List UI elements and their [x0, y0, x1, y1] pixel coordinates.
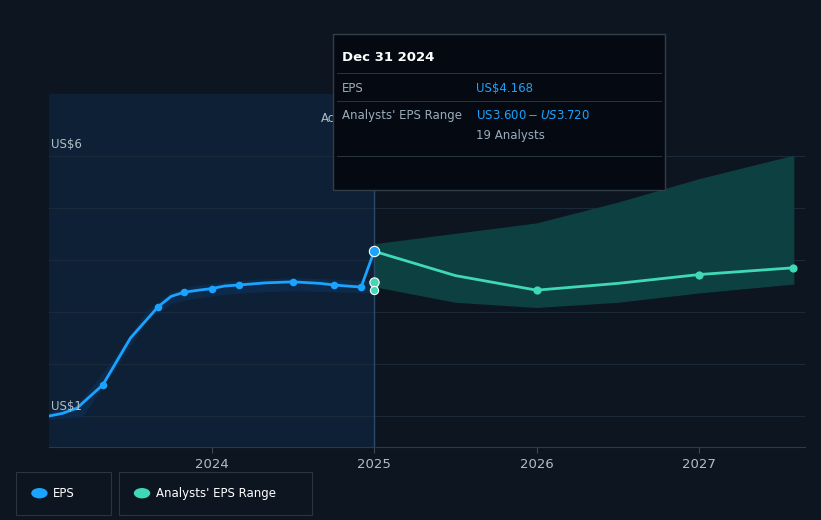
Text: US$4.168: US$4.168: [476, 82, 533, 95]
Point: [355, 283, 368, 291]
Point: [232, 281, 245, 289]
Point: [152, 303, 165, 311]
Point: [368, 286, 381, 294]
Text: US$3.600 - US$3.720: US$3.600 - US$3.720: [476, 109, 590, 122]
Text: Analysts' EPS Range: Analysts' EPS Range: [342, 109, 462, 122]
Text: 19 Analysts: 19 Analysts: [476, 128, 545, 141]
Text: US$6: US$6: [51, 138, 82, 151]
Point: [177, 288, 190, 296]
Point: [327, 281, 340, 289]
Point: [368, 278, 381, 286]
Point: [530, 286, 544, 294]
Text: US$1: US$1: [51, 400, 82, 413]
Text: Analysts' EPS Range: Analysts' EPS Range: [156, 487, 276, 500]
Point: [96, 381, 109, 389]
Text: EPS: EPS: [342, 82, 364, 95]
Point: [692, 270, 705, 279]
Point: [368, 247, 381, 255]
Text: EPS: EPS: [53, 487, 75, 500]
Text: Analysts Forecasts: Analysts Forecasts: [388, 112, 497, 125]
Text: Dec 31 2024: Dec 31 2024: [342, 50, 435, 63]
Point: [787, 264, 800, 272]
Point: [205, 284, 218, 293]
Bar: [49, 94, 374, 447]
Text: Actual: Actual: [321, 112, 358, 125]
Point: [368, 247, 381, 255]
Point: [287, 278, 300, 286]
